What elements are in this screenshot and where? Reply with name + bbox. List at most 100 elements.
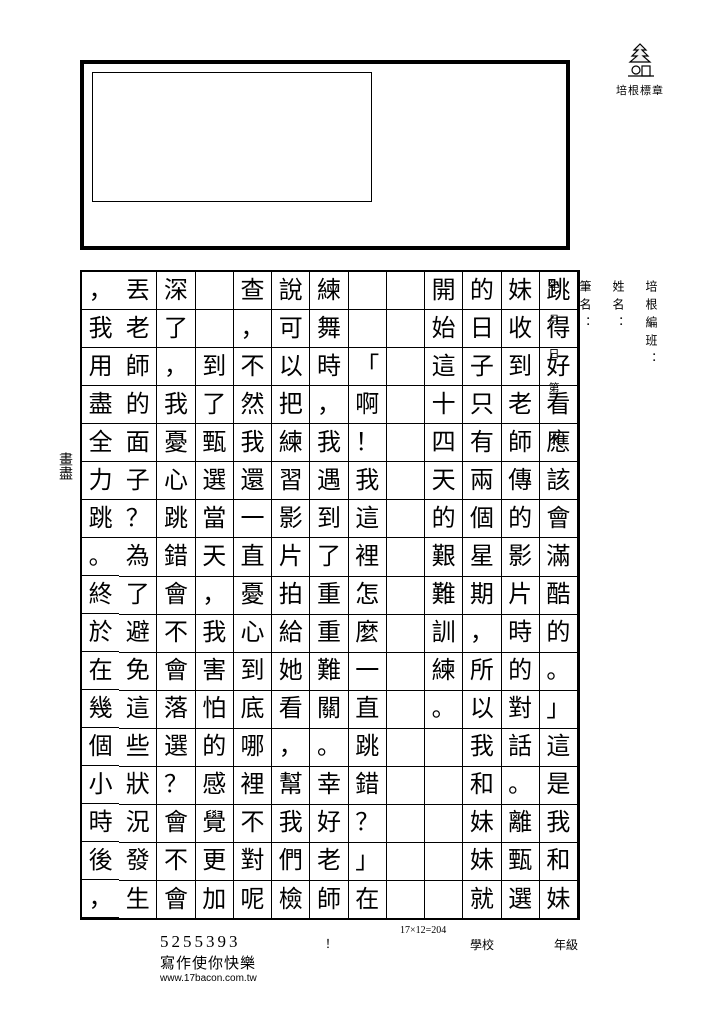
grid-cell: ，: [82, 880, 119, 918]
grid-cell: [387, 272, 424, 310]
grid-cell: 了: [119, 577, 156, 615]
grid-cell: [387, 348, 424, 386]
grid-cell: 對: [502, 691, 539, 729]
grid-cell: 對: [234, 843, 271, 881]
grid-cell: 個: [463, 500, 500, 538]
grid-cell: [349, 310, 386, 348]
grid-cell: 重: [310, 615, 347, 653]
grid-cell: 覺: [196, 805, 233, 843]
grid-cell: 習: [272, 462, 309, 500]
grid-cell: 好: [310, 805, 347, 843]
grid-cell: 用: [82, 348, 119, 386]
grid-cell: 會: [157, 881, 194, 918]
grid-cell: 底: [234, 691, 271, 729]
grid-cell: 四: [425, 424, 462, 462]
grid-cell: 跳: [157, 500, 194, 538]
grid-cell: 不: [157, 843, 194, 881]
grid-cell: 我: [82, 310, 119, 348]
grid-cell: 收: [502, 310, 539, 348]
grid-cell: 跳: [540, 272, 577, 310]
stamp-area: 培根標章: [610, 40, 670, 98]
grid-cell: 妹: [463, 843, 500, 881]
grid-cell: 怕: [196, 691, 233, 729]
grid-cell: 我: [272, 805, 309, 843]
grid-cell: 。: [425, 691, 462, 729]
grid-cell: 會: [157, 805, 194, 843]
meta-column: 培根編班： 姓名： 筆名： 年 月 日 第 次: [590, 270, 660, 920]
grid-cell: 選: [157, 729, 194, 767]
grid-cell: [387, 462, 424, 500]
grid-cell: 老: [502, 386, 539, 424]
grid-cell: 到: [234, 653, 271, 691]
grid-cell: [387, 500, 424, 538]
grid-cell: 片: [502, 577, 539, 615]
grid-cell: 老: [310, 843, 347, 881]
grid-cell: ，: [463, 615, 500, 653]
grid-cell: 到: [196, 348, 233, 386]
grid-cell: 狀: [119, 767, 156, 805]
grid-cell: 會: [157, 577, 194, 615]
grid-cell: ，: [234, 310, 271, 348]
grid-cell: 」: [349, 843, 386, 881]
grid-cell: [349, 272, 386, 310]
grid-cell: 看: [272, 691, 309, 729]
grid-cell: 生: [119, 881, 156, 918]
grid-cell: 酷: [540, 577, 577, 615]
grid-cell: 幾: [82, 690, 119, 728]
grid-cell: 在: [82, 652, 119, 690]
grid-cell: 十: [425, 386, 462, 424]
grid-cell: 的: [119, 386, 156, 424]
grid-column: 開始這十四天的艱難訓練。: [425, 272, 463, 918]
grid-cell: 說: [272, 272, 309, 310]
grid-cell: 關: [310, 691, 347, 729]
grid-cell: 遇: [310, 462, 347, 500]
grid-cell: 拍: [272, 577, 309, 615]
grid-cell: 會: [157, 653, 194, 691]
footer-tag: 寫作使你快樂: [160, 952, 257, 973]
grid-cell: [387, 577, 424, 615]
grid-cell: [387, 615, 424, 653]
grid-cell: 子: [463, 348, 500, 386]
grid-cell: 離: [502, 805, 539, 843]
grid-cell: 的: [540, 615, 577, 653]
footer-url: www.17bacon.com.tw: [160, 973, 257, 984]
footer-grade: 年級: [554, 936, 578, 953]
grid-cell: [387, 729, 424, 767]
grid-cell: ，: [310, 386, 347, 424]
grid-cell: 把: [272, 386, 309, 424]
grid-cell: 應: [540, 424, 577, 462]
grid-cell: 妹: [463, 805, 500, 843]
grid-cell: 直: [234, 538, 271, 576]
grid-cell: 得: [540, 310, 577, 348]
grid-cell: ？: [157, 767, 194, 805]
grid-column: 說可以把練習影片拍給她看，幫我們檢: [272, 272, 310, 918]
grid-cell: 看: [540, 386, 577, 424]
grid-cell: ，: [272, 729, 309, 767]
grid-cell: 時: [82, 804, 119, 842]
grid-cell: 子: [119, 462, 156, 500]
footer-left: 5255393 寫作使你快樂 www.17bacon.com.tw: [160, 932, 257, 984]
grid-cell: 。: [502, 767, 539, 805]
grid-cell: 傳: [502, 462, 539, 500]
grid-cell: ，: [82, 272, 119, 310]
grid-cell: 我: [196, 615, 233, 653]
grid-cell: 就: [463, 881, 500, 918]
grid-cell: 到: [310, 500, 347, 538]
footer-annotation: ！: [325, 935, 337, 952]
grid-cell: 我: [349, 462, 386, 500]
grid-cell: 幫: [272, 767, 309, 805]
footer-labels: 學校 年級: [470, 936, 578, 953]
grid-cell: 跳: [349, 729, 386, 767]
grid-cell: 話: [502, 729, 539, 767]
grid-cell: [387, 310, 424, 348]
grid-cell: 甄: [502, 843, 539, 881]
grid-cell: 心: [157, 462, 194, 500]
stamp-label: 培根標章: [610, 82, 670, 98]
grid-cell: 這: [119, 691, 156, 729]
grid-cell: 可: [272, 310, 309, 348]
grid-cell: 錯: [349, 767, 386, 805]
grid-cell: 全: [82, 424, 119, 462]
grid-cell: 小: [82, 766, 119, 804]
grid-cell: 影: [272, 500, 309, 538]
grid-cell: 不: [157, 615, 194, 653]
